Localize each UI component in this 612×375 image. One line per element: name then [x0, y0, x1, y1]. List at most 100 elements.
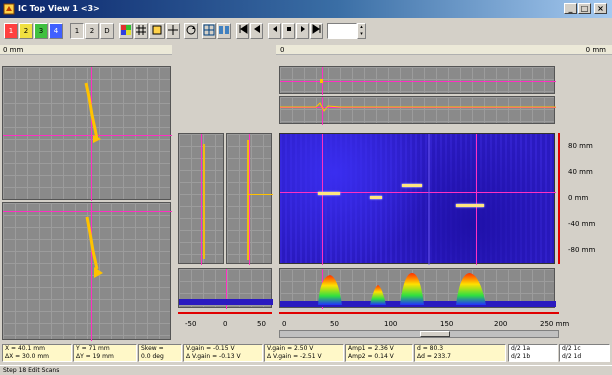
title-bar: IC Top View 1 <3> _ □ ×	[0, 0, 612, 18]
gate-2-button[interactable]: 2	[85, 23, 99, 39]
status-line: d/2 1d	[562, 353, 582, 360]
status-line: Δ V.gain = -0.13 V	[186, 353, 241, 360]
view-4-button[interactable]: 4	[49, 23, 63, 39]
status-line: V.gain = 2.50 V	[267, 345, 314, 352]
defect-trace-lower	[85, 216, 103, 278]
cscan-panel[interactable]	[279, 133, 556, 265]
bottom-scale-bar	[279, 312, 559, 314]
layout-button[interactable]	[202, 23, 216, 39]
right-scale-label: -80 mm	[568, 246, 596, 254]
last-scan-button[interactable]	[310, 23, 323, 39]
status-ratio-1: d/2 1a d/2 1b	[508, 344, 558, 362]
scrollbar-thumb[interactable]	[420, 331, 450, 337]
vertical-cursor-2[interactable]	[476, 134, 477, 265]
amplitude-panel[interactable]	[279, 268, 556, 309]
right-ruler-label: 0 mm	[585, 46, 606, 54]
side-view-panel-2[interactable]	[226, 133, 273, 265]
ascan-strip-1[interactable]	[279, 66, 556, 95]
display-button[interactable]: D	[100, 23, 114, 39]
horizontal-cursor[interactable]	[280, 192, 556, 193]
app-icon	[3, 3, 15, 15]
ascan-waveform	[280, 102, 556, 112]
minimize-button[interactable]: _	[564, 3, 577, 14]
bottom-axis-label: 50	[330, 320, 339, 328]
view-1-button[interactable]: 1	[4, 23, 18, 39]
indication-3[interactable]	[402, 184, 422, 187]
gate-1-button[interactable]: 1	[70, 23, 84, 39]
indication-1[interactable]	[318, 192, 340, 195]
bottom-axis-label: 100	[384, 320, 398, 328]
status-x: X = 40.1 mm	[5, 345, 45, 352]
status-line: d/2 1b	[511, 353, 531, 360]
ascan-strip-2[interactable]	[279, 96, 556, 125]
view-3-button[interactable]: 3	[34, 23, 48, 39]
indication-2[interactable]	[370, 196, 382, 199]
amplitude-profile	[280, 273, 556, 307]
refresh-icon	[186, 25, 196, 35]
gate-line	[280, 81, 556, 82]
scan-spin-button[interactable]: ▴ ▾	[357, 23, 366, 39]
status-position-x: X = 40.1 mm ΔX = 30.0 mm	[2, 344, 72, 362]
vertical-cursor[interactable]	[322, 134, 323, 265]
horizontal-scrollbar[interactable]	[279, 330, 559, 338]
bottom-axis-label: 0	[282, 320, 287, 328]
bottom-axis-label: 150	[440, 320, 454, 328]
signal-peak	[320, 79, 323, 83]
horizontal-cursor[interactable]	[3, 135, 172, 136]
zoom-button[interactable]	[149, 23, 165, 39]
close-button[interactable]: ×	[594, 3, 607, 14]
scan-number-input[interactable]	[327, 23, 357, 39]
status-amplitude: Amp1 = 2.36 V Amp2 = 0.14 V	[345, 344, 413, 362]
top-view-lower-panel[interactable]	[2, 202, 172, 341]
maximize-button[interactable]: □	[578, 3, 591, 14]
vertical-cursor[interactable]	[249, 134, 250, 265]
palette-icon	[121, 25, 131, 35]
status-line: Δ V.gain = -2.51 V	[267, 353, 322, 360]
zoom-icon	[152, 25, 162, 35]
stop-button[interactable]	[282, 23, 295, 39]
right-scale-label: 80 mm	[568, 142, 593, 150]
left-ruler-label: 0 mm	[3, 46, 24, 54]
play-back-button[interactable]	[268, 23, 281, 39]
grid-button[interactable]	[134, 23, 148, 39]
split-button[interactable]	[217, 23, 231, 39]
indication-4[interactable]	[456, 204, 484, 207]
first-scan-button[interactable]	[236, 23, 249, 39]
top-view-upper-panel[interactable]	[2, 66, 172, 201]
scan-stripe	[428, 134, 430, 265]
vertical-cursor[interactable]	[91, 67, 92, 201]
refresh-button[interactable]	[184, 23, 198, 39]
status-skew: Skew = 0.0 deg	[138, 344, 182, 362]
side-trace	[247, 140, 249, 260]
vertical-cursor[interactable]	[226, 269, 227, 309]
view-2-button[interactable]: 2	[19, 23, 33, 39]
end-view-band	[179, 299, 273, 305]
right-scale-label: -40 mm	[568, 220, 596, 228]
right-ruler: 0 0 mm	[276, 45, 612, 55]
end-view-panel[interactable]	[178, 268, 273, 309]
vertical-cursor[interactable]	[322, 97, 323, 125]
vertical-cursor[interactable]	[91, 203, 92, 341]
status-line: Amp1 = 2.36 V	[348, 345, 394, 352]
status-line: d/2 1c	[562, 345, 581, 352]
grid-icon	[136, 25, 146, 35]
status-dy: ΔY = 19 mm	[76, 353, 114, 360]
vertical-cursor[interactable]	[201, 134, 202, 265]
play-icon	[300, 26, 305, 32]
cursor-button[interactable]	[166, 23, 180, 39]
palette-button[interactable]	[119, 23, 133, 39]
mid-axis-label: -50	[185, 320, 197, 328]
horizontal-cursor[interactable]	[3, 211, 172, 212]
status-message: Step 18 Edit Scans	[0, 365, 612, 374]
bottom-axis-label: 200	[494, 320, 508, 328]
rewind-icon	[272, 26, 277, 32]
status-line: d/2 1a	[511, 345, 531, 352]
prev-scan-button[interactable]	[250, 23, 263, 39]
status-dx: ΔX = 30.0 mm	[5, 353, 50, 360]
status-y: Y = 71 mm	[76, 345, 110, 352]
status-skew-label: Skew =	[141, 345, 164, 352]
play-forward-button[interactable]	[296, 23, 309, 39]
side-view-panel-1[interactable]	[178, 133, 224, 265]
toolbar: 1 2 3 4 1 2 D ▴ ▾	[0, 19, 612, 43]
window-title: IC Top View 1 <3>	[18, 4, 100, 13]
